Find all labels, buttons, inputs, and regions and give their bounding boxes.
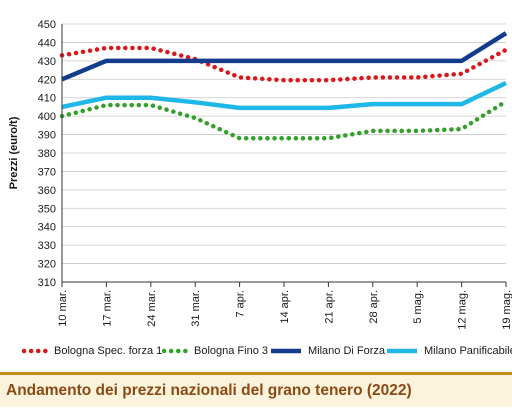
x-tick-label: 19 mag.	[501, 290, 512, 330]
series-line-bologna-spec-forza-1	[59, 45, 509, 83]
series-line-milano-di-forza	[61, 31, 508, 82]
legend: Bologna Spec. forza 1 Bologna Fino 3 Mil…	[0, 340, 512, 366]
caption-bar: Andamento dei prezzi nazionali del grano…	[0, 372, 512, 407]
y-tick-label: 440	[38, 37, 56, 49]
x-tick-label: 12 mag.	[457, 290, 469, 330]
y-axis-ticks: 310 320 330 340 350 360 370 380 390 400 410 420 430 4…	[38, 19, 56, 289]
y-axis-label: Prezzi (euro/t)	[8, 116, 20, 189]
y-tick-label: 350	[38, 203, 56, 215]
y-tick-label: 450	[38, 19, 56, 31]
y-tick-label: 370	[38, 166, 56, 178]
y-tick-label: 340	[38, 222, 56, 234]
legend-label: Milano Panificabile	[424, 345, 512, 357]
legend-item-bologna-spec-forza-1: Bologna Spec. forza 1	[22, 342, 162, 360]
legend-item-milano-panificabile: Milano Panificabile	[386, 342, 512, 360]
y-tick-label: 430	[38, 56, 56, 68]
x-tick-label: 24 mar.	[146, 290, 158, 327]
legend-item-bologna-fino-3: Bologna Fino 3	[162, 342, 268, 360]
y-tick-label: 310	[38, 277, 56, 289]
series-lines	[59, 31, 509, 141]
y-tick-label: 360	[38, 185, 56, 197]
line-chart: 310 320 330 340 350 360 370 380 390 400 410 420 430 4…	[8, 19, 512, 330]
y-tick-label: 320	[38, 259, 56, 271]
x-tick-label: 21 apr.	[323, 290, 335, 324]
legend-label: Bologna Fino 3	[194, 345, 268, 357]
legend-label: Bologna Spec. forza 1	[54, 345, 163, 357]
legend-swatch-lightblue-solid	[387, 348, 417, 354]
x-tick-label: 5 mag.	[412, 290, 424, 324]
x-tick-label: 17 mar.	[101, 290, 113, 327]
series-line-bologna-fino-3	[59, 99, 509, 141]
legend-label: Milano Di Forza	[308, 345, 386, 357]
y-tick-label: 390	[38, 130, 56, 142]
series-line-milano-panificabile	[61, 80, 507, 111]
chart-caption: Andamento dei prezzi nazionali del grano…	[6, 382, 412, 399]
y-tick-label: 330	[38, 240, 56, 252]
x-tick-label: 14 apr.	[279, 290, 291, 324]
legend-swatch-green-dotted	[162, 348, 188, 354]
axes	[61, 24, 506, 283]
x-tick-label: 10 mar.	[57, 290, 69, 327]
y-tick-label: 410	[38, 93, 56, 105]
y-tick-label: 380	[38, 148, 56, 160]
x-tick-label: 31 mar.	[190, 290, 202, 327]
y-tick-label: 420	[38, 74, 56, 86]
legend-item-milano-di-forza: Milano Di Forza	[270, 342, 385, 360]
legend-swatch-navy-solid	[271, 348, 301, 354]
legend-swatch-red-dotted	[22, 348, 48, 354]
x-axis-ticks: 10 mar. 17 mar. 24 mar. 31 mar. 7 apr. 14 apr…	[57, 282, 512, 330]
x-tick-label: 7 apr.	[235, 290, 247, 318]
y-tick-label: 400	[38, 111, 56, 123]
x-tick-label: 28 apr.	[368, 290, 380, 324]
